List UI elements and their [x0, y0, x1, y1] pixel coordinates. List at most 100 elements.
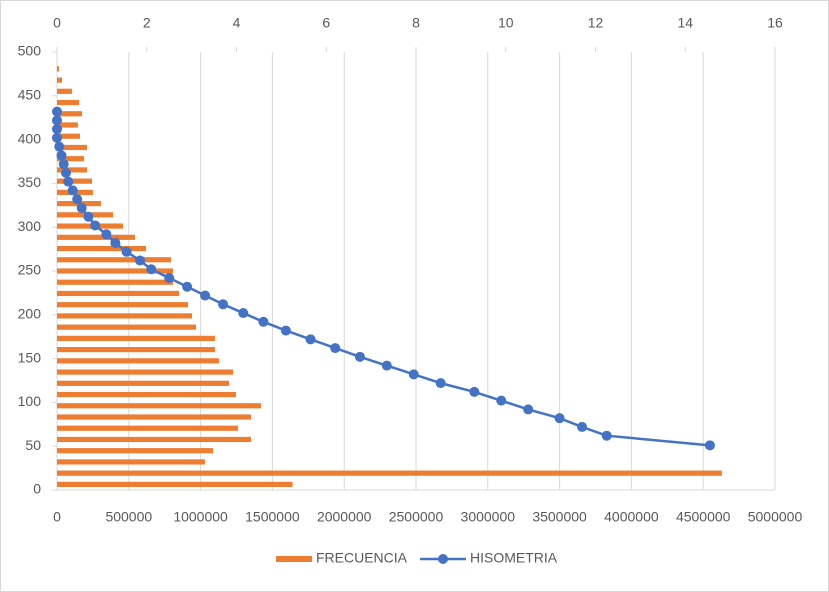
bar	[57, 144, 88, 151]
x-tick-label: 4500000	[676, 509, 731, 525]
bar	[57, 268, 174, 274]
marker	[354, 351, 365, 362]
x-tick-label: 500000	[105, 509, 152, 525]
marker	[469, 386, 480, 397]
legend-swatch	[276, 556, 312, 562]
marker	[101, 229, 112, 240]
bar	[57, 448, 213, 454]
bar	[57, 425, 238, 431]
x2-tick-label: 0	[53, 15, 61, 31]
bar	[57, 156, 84, 162]
x2-tick-label: 16	[767, 15, 783, 31]
marker	[381, 360, 392, 371]
bar	[57, 470, 722, 476]
y-tick-label: 250	[18, 262, 42, 278]
marker	[110, 237, 121, 248]
bar	[57, 257, 172, 263]
bar	[57, 245, 147, 252]
marker	[83, 211, 94, 222]
bar	[57, 369, 234, 375]
marker	[52, 132, 62, 143]
bar	[57, 133, 80, 139]
marker	[135, 255, 146, 266]
bar	[57, 302, 188, 308]
marker	[704, 440, 715, 451]
bar	[57, 66, 60, 72]
marker	[60, 167, 71, 178]
bar	[57, 459, 205, 465]
bar	[57, 223, 124, 229]
marker	[554, 413, 565, 424]
y-tick-label: 100	[18, 393, 42, 409]
marker	[305, 334, 316, 345]
marker	[200, 290, 211, 301]
bar	[57, 391, 236, 398]
marker	[523, 404, 534, 415]
marker	[63, 176, 74, 187]
marker	[238, 308, 249, 319]
x-tick-label: 5000000	[748, 509, 803, 525]
bar	[57, 234, 135, 240]
bar	[57, 313, 192, 319]
bar	[57, 279, 174, 285]
y-tick-label: 450	[18, 87, 42, 103]
x-tick-label: 2000000	[317, 509, 372, 525]
bar	[57, 167, 88, 173]
marker	[601, 430, 612, 441]
x-tick-label: 2500000	[389, 509, 444, 525]
bar	[57, 481, 293, 487]
bar	[57, 324, 197, 330]
marker	[164, 273, 175, 284]
marker	[121, 246, 132, 257]
marker	[182, 281, 193, 292]
bar	[57, 414, 252, 420]
x-tick-label: 0	[53, 509, 61, 525]
marker	[67, 185, 78, 196]
bar	[57, 436, 252, 443]
bar	[57, 403, 261, 409]
bar	[57, 380, 230, 386]
y-tick-label: 300	[18, 218, 42, 234]
marker	[90, 220, 101, 231]
x2-tick-label: 14	[677, 15, 693, 31]
y-tick-label: 500	[18, 43, 42, 59]
bar	[57, 178, 93, 184]
y-tick-label: 150	[18, 349, 42, 365]
marker	[52, 106, 62, 117]
bar	[57, 77, 63, 83]
marker	[330, 343, 341, 354]
x-tick-label: 4000000	[604, 509, 659, 525]
marker	[146, 264, 157, 275]
marker	[58, 159, 69, 170]
marker	[408, 369, 419, 380]
y-tick-label: 350	[18, 174, 42, 190]
x2-tick-label: 6	[322, 15, 330, 31]
x-tick-label: 3000000	[461, 509, 516, 525]
bar	[57, 335, 215, 341]
x2-tick-label: 10	[498, 15, 514, 31]
x2-tick-label: 4	[233, 15, 241, 31]
marker	[72, 194, 83, 205]
x2-tick-label: 2	[143, 15, 151, 31]
bar	[57, 122, 78, 128]
bar	[57, 111, 82, 117]
legend-label: FRECUENCIA	[316, 550, 408, 566]
marker	[54, 141, 65, 152]
y-tick-label: 200	[18, 306, 42, 322]
bar	[57, 290, 180, 297]
marker	[496, 395, 507, 406]
y-tick-label: 0	[33, 481, 41, 497]
x-tick-label: 1000000	[173, 509, 228, 525]
x-tick-label: 1500000	[245, 509, 300, 525]
marker	[435, 378, 446, 389]
marker	[56, 150, 67, 161]
marker	[218, 299, 229, 310]
y-tick-label: 400	[18, 130, 42, 146]
x2-tick-label: 8	[412, 15, 420, 31]
marker	[52, 124, 62, 135]
legend-marker	[438, 554, 448, 564]
marker	[577, 421, 588, 432]
x-tick-label: 3500000	[532, 509, 587, 525]
bar	[57, 347, 215, 353]
